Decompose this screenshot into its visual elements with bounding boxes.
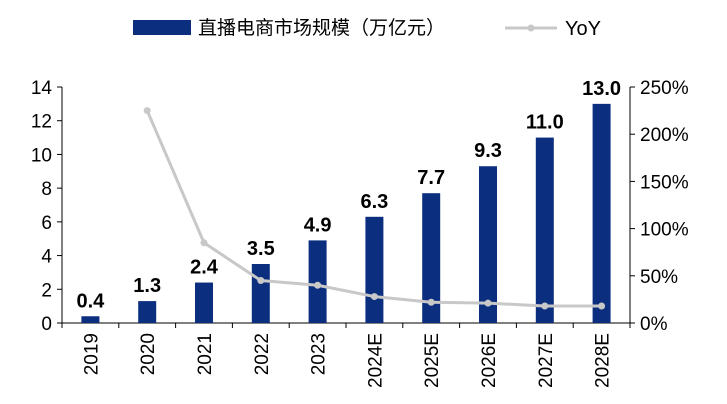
- x-tick-label: 2020: [138, 333, 159, 375]
- y-right-tick-label: 150%: [640, 172, 689, 193]
- yoy-point: [314, 281, 322, 289]
- bar-data-label: 7.7: [417, 167, 445, 189]
- y-left-tick-label: 8: [41, 179, 52, 200]
- yoy-point: [598, 302, 606, 310]
- x-tick-label: 2024E: [365, 333, 386, 388]
- legend-line-marker: [527, 24, 535, 32]
- x-tick-label: 2022: [252, 333, 273, 375]
- x-tick-label: 2025E: [422, 333, 443, 388]
- bar-data-label: 9.3: [474, 140, 502, 162]
- x-tick-label: 2023: [309, 333, 330, 375]
- y-right-tick-label: 100%: [640, 220, 689, 241]
- legend-bar-swatch: [133, 20, 191, 35]
- bar-data-label: 0.4: [76, 290, 105, 312]
- bar: [308, 240, 327, 323]
- bar-data-label: 11.0: [526, 112, 564, 134]
- yoy-point: [541, 302, 549, 310]
- x-tick-label: 2019: [81, 333, 102, 375]
- bar: [195, 282, 213, 323]
- y-left-tick-label: 0: [41, 314, 52, 335]
- yoy-point: [370, 293, 378, 301]
- bar: [535, 137, 554, 323]
- y-left-tick-label: 6: [41, 213, 52, 234]
- y-right-tick-label: 50%: [640, 267, 678, 288]
- x-tick-label: 2027E: [536, 333, 557, 388]
- bar-data-label: 13.0: [582, 78, 621, 100]
- x-tick-label: 2021: [195, 333, 216, 375]
- bar: [422, 193, 441, 323]
- y-left-tick-label: 10: [31, 145, 52, 166]
- bar-data-label: 3.5: [247, 238, 275, 260]
- x-tick-label: 2026E: [479, 333, 500, 388]
- yoy-point: [427, 298, 435, 306]
- x-tick-label: 2028E: [593, 333, 614, 388]
- bar: [479, 166, 497, 323]
- bar: [81, 316, 100, 323]
- y-right-tick-label: 200%: [640, 125, 689, 146]
- plot-area: 0 2 4 6 8 10 12 14 0% 50% 100% 150% 200% 250% 2019 2020…: [31, 78, 689, 388]
- yoy-point: [484, 299, 492, 307]
- yoy-point: [200, 239, 208, 247]
- y-left-tick-label: 2: [41, 280, 52, 301]
- bar-data-label: 4.9: [304, 214, 332, 236]
- bar: [138, 301, 157, 323]
- legend-bar-label: 直播电商市场规模（万亿元）: [198, 17, 445, 39]
- y-right-tick-label: 0%: [640, 314, 668, 335]
- bar-data-label: 2.4: [190, 257, 219, 279]
- bar-data-label: 6.3: [360, 191, 388, 213]
- legend: 直播电商市场规模（万亿元） YoY: [133, 17, 601, 40]
- yoy-point: [257, 277, 265, 285]
- y-left-tick-label: 12: [31, 112, 52, 133]
- bar: [251, 264, 270, 323]
- bar: [592, 103, 611, 323]
- legend-line-label: YoY: [565, 18, 601, 40]
- y-left-tick-label: 14: [31, 78, 53, 99]
- y-right-tick-label: 250%: [640, 78, 689, 99]
- bar: [365, 216, 384, 323]
- yoy-point: [143, 107, 151, 115]
- bar-data-label: 1.3: [133, 275, 161, 297]
- y-left-tick-label: 4: [41, 247, 52, 268]
